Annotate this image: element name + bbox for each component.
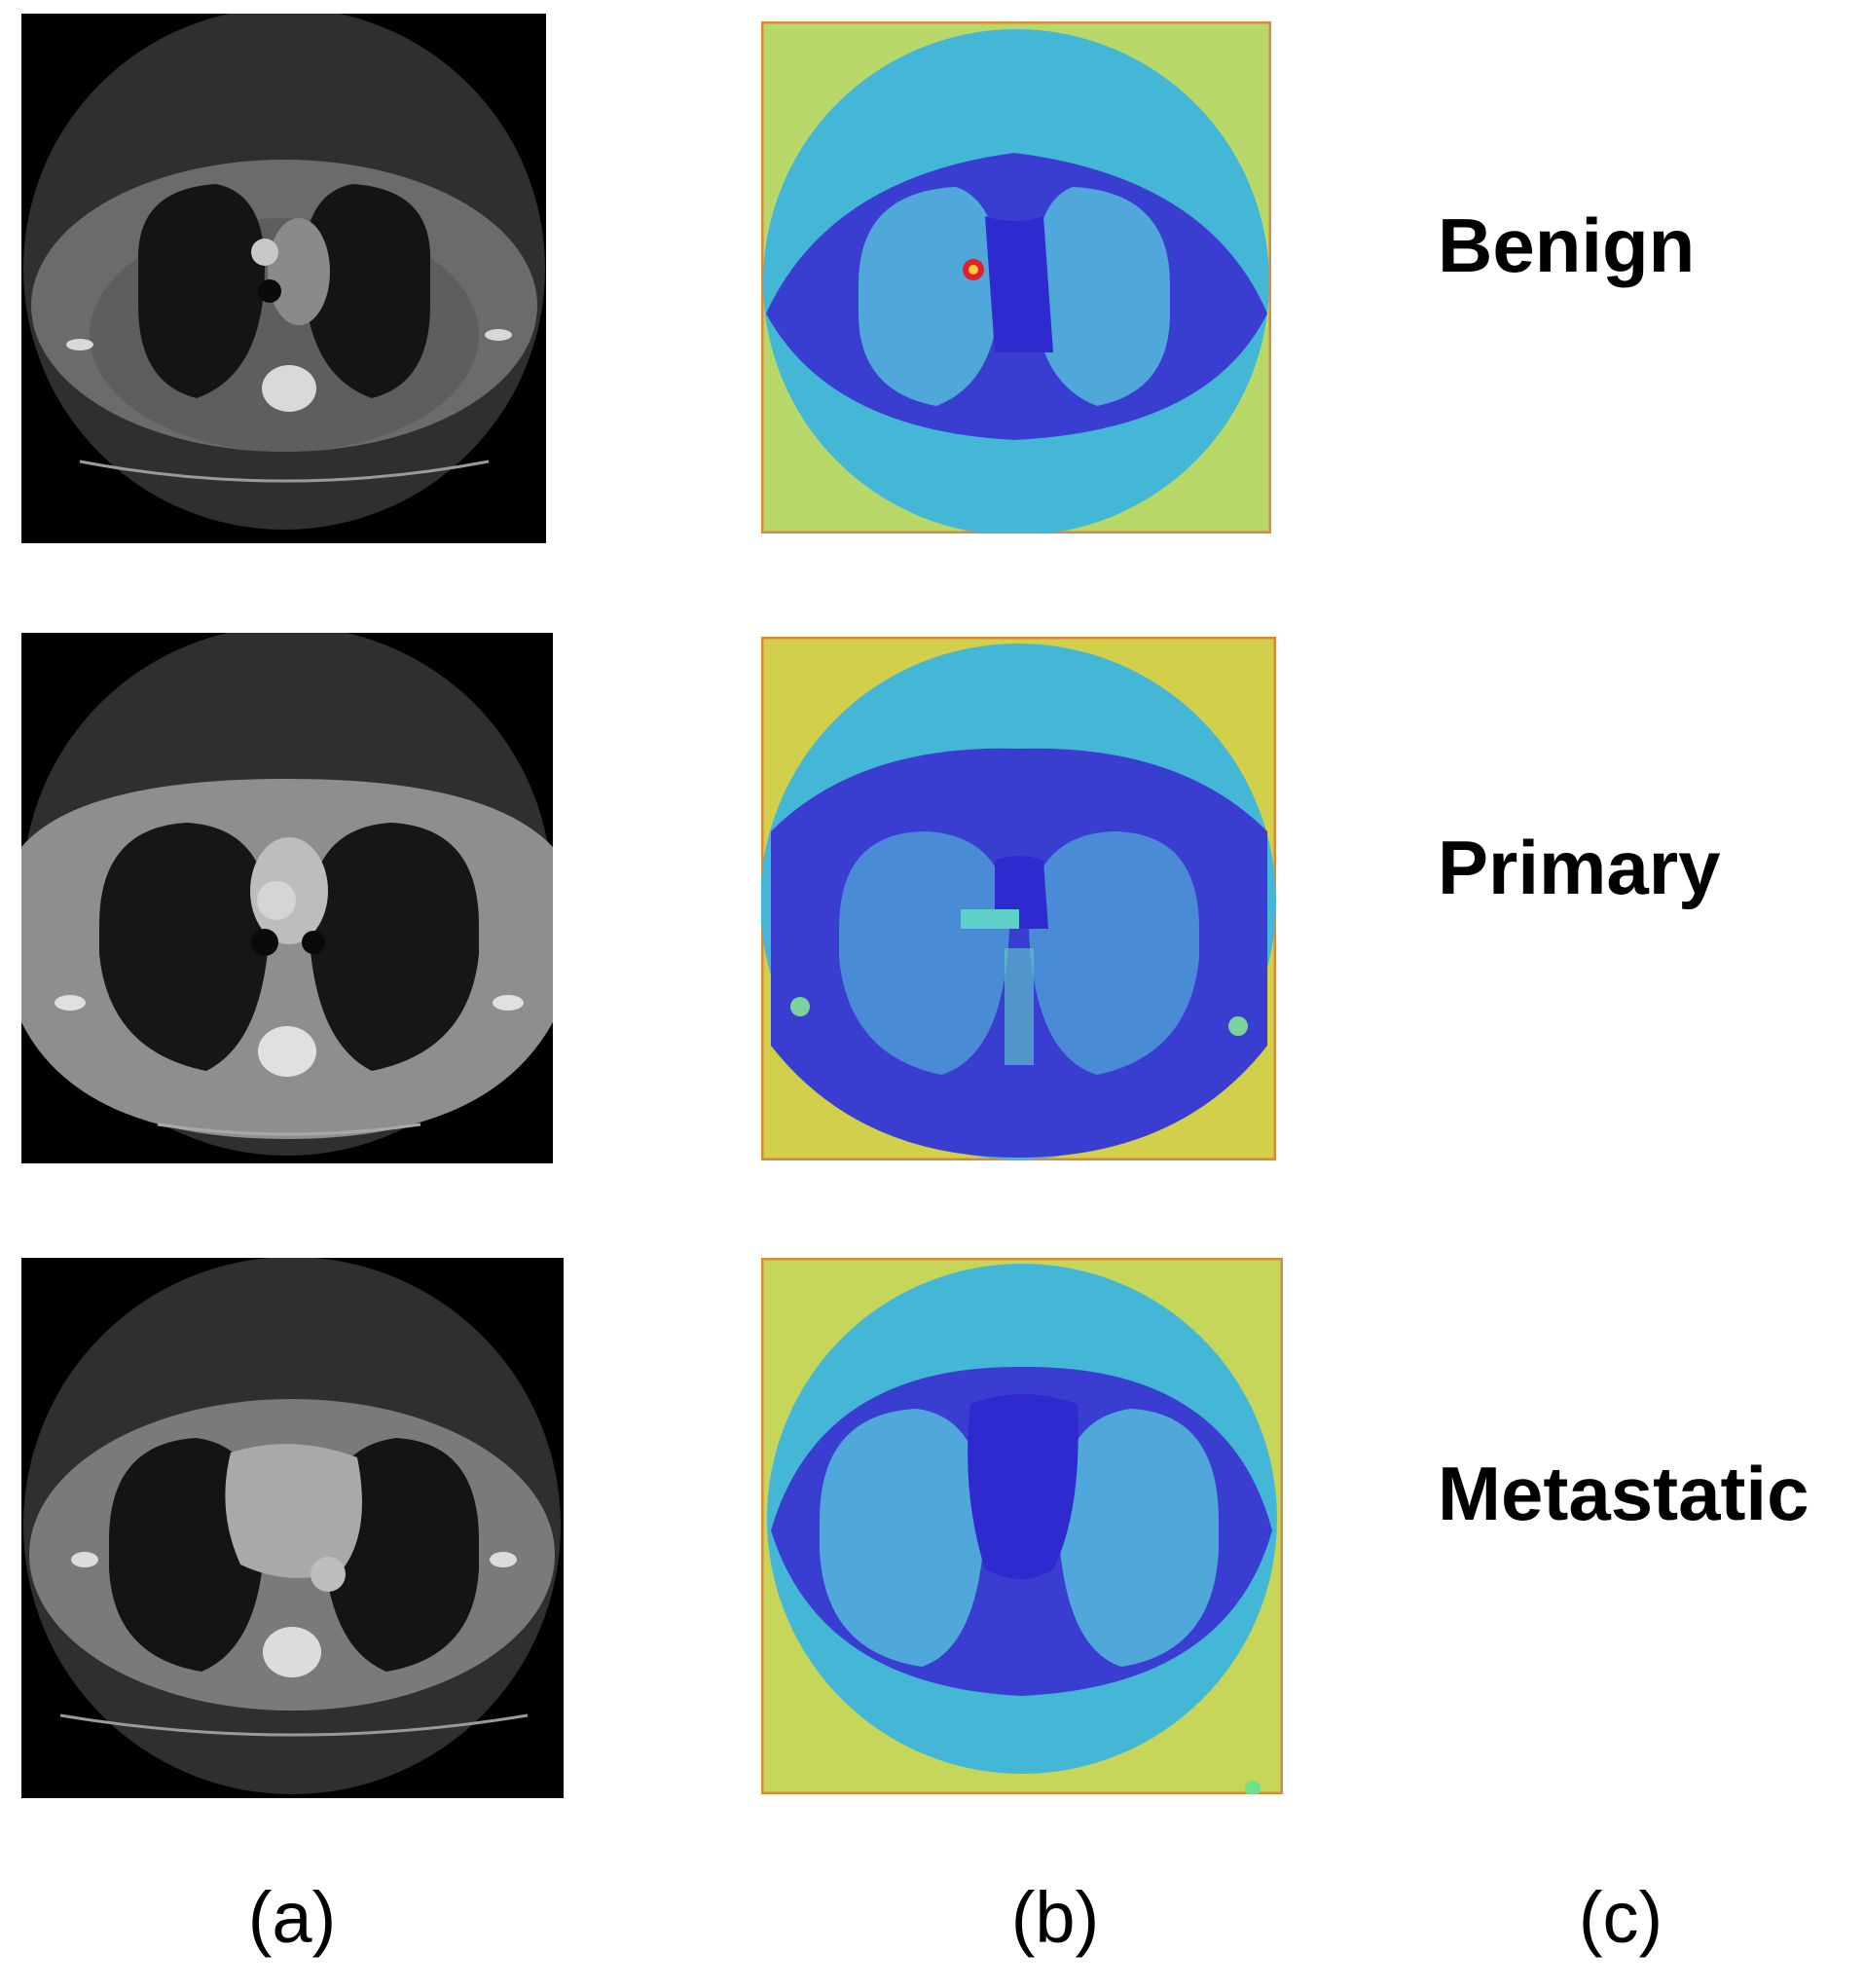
- ct-scan-primary: [21, 633, 553, 1163]
- row-label-metastatic: Metastatic: [1438, 1451, 1809, 1536]
- heatmap-metastatic: [761, 1258, 1283, 1794]
- column-label-c: (c): [1578, 1877, 1663, 1958]
- heatmap-primary: [761, 637, 1276, 1160]
- column-label-b: (b): [1010, 1877, 1100, 1958]
- column-label-a: (a): [247, 1877, 337, 1958]
- ct-scan-metastatic: [21, 1258, 564, 1798]
- heatmap-benign: [761, 21, 1271, 534]
- row-label-primary: Primary: [1438, 825, 1721, 910]
- ct-scan-benign: [21, 14, 546, 543]
- row-label-benign: Benign: [1438, 202, 1696, 288]
